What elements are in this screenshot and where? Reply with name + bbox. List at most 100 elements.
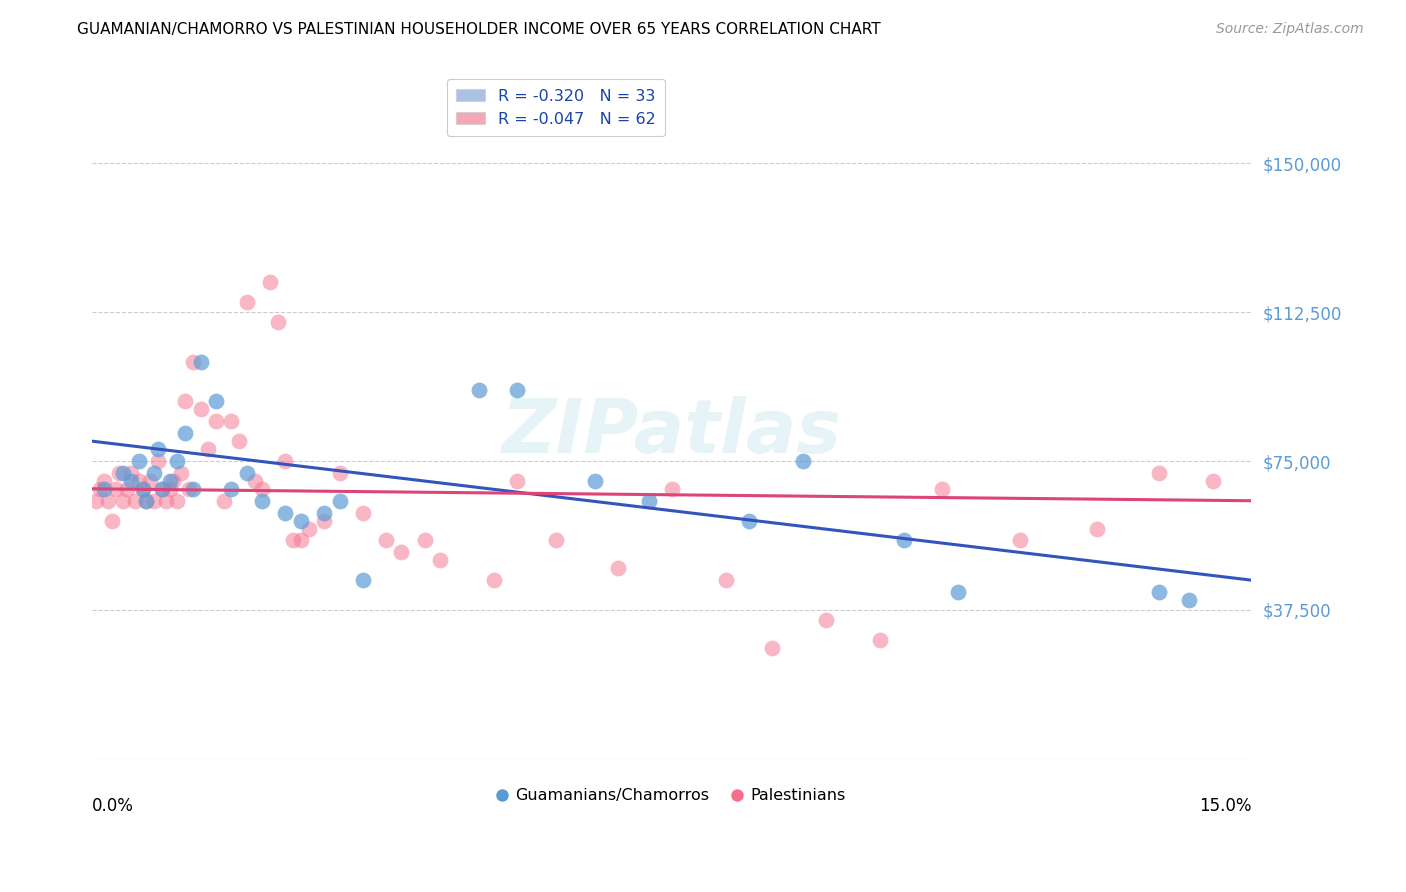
Point: [104, 482, 127, 496]
Point: [236, 295, 259, 310]
Point: [190, 355, 212, 369]
Point: [93, 482, 115, 496]
Point: [174, 426, 197, 441]
Point: [146, 454, 169, 468]
Point: [155, 493, 177, 508]
Point: [267, 315, 290, 329]
Point: [544, 533, 567, 548]
Point: [637, 493, 659, 508]
Point: [150, 482, 173, 496]
Point: [236, 466, 259, 480]
Point: [413, 533, 436, 548]
Point: [243, 474, 266, 488]
Point: [120, 466, 142, 480]
Point: [290, 514, 312, 528]
Text: Source: ZipAtlas.com: Source: ZipAtlas.com: [1216, 22, 1364, 37]
Point: [314, 506, 336, 520]
Point: [506, 383, 529, 397]
Point: [815, 613, 838, 627]
Point: [252, 482, 274, 496]
Point: [259, 276, 281, 290]
Point: [283, 533, 305, 548]
Point: [298, 522, 321, 536]
Point: [162, 474, 184, 488]
Point: [212, 493, 235, 508]
Point: [177, 482, 200, 496]
Point: [738, 514, 761, 528]
Point: [135, 493, 157, 508]
Point: [1201, 474, 1223, 488]
Point: [128, 454, 150, 468]
Point: [89, 482, 111, 496]
Point: [143, 466, 166, 480]
Point: [314, 514, 336, 528]
Point: [84, 493, 107, 508]
Point: [583, 474, 606, 488]
Point: [131, 482, 153, 496]
Text: 15.0%: 15.0%: [1199, 797, 1251, 815]
Point: [146, 442, 169, 457]
Point: [1008, 533, 1031, 548]
Point: [1178, 593, 1201, 607]
Point: [290, 533, 312, 548]
Text: 0.0%: 0.0%: [93, 797, 134, 815]
Point: [139, 474, 162, 488]
Text: ZIPatlas: ZIPatlas: [502, 396, 842, 469]
Point: [252, 493, 274, 508]
Point: [869, 632, 891, 647]
Point: [170, 466, 193, 480]
Point: [329, 493, 352, 508]
Point: [1147, 466, 1170, 480]
Point: [93, 474, 115, 488]
Point: [108, 466, 131, 480]
Point: [482, 573, 505, 587]
Point: [205, 394, 228, 409]
Point: [661, 482, 683, 496]
Point: [181, 482, 204, 496]
Point: [352, 573, 374, 587]
Point: [221, 482, 243, 496]
Point: [100, 514, 122, 528]
Point: [135, 493, 157, 508]
Point: [606, 561, 628, 575]
Point: [159, 482, 181, 496]
Point: [124, 493, 146, 508]
Point: [131, 482, 153, 496]
Point: [197, 442, 219, 457]
Point: [274, 506, 297, 520]
Point: [221, 414, 243, 428]
Point: [190, 402, 212, 417]
Point: [274, 454, 297, 468]
Point: [112, 493, 135, 508]
Point: [181, 355, 204, 369]
Legend: Guamanians/Chamorros, Palestinians: Guamanians/Chamorros, Palestinians: [491, 782, 852, 810]
Point: [429, 553, 451, 567]
Point: [893, 533, 915, 548]
Point: [1085, 522, 1108, 536]
Point: [467, 383, 489, 397]
Point: [166, 454, 188, 468]
Point: [150, 482, 173, 496]
Point: [159, 474, 181, 488]
Text: GUAMANIAN/CHAMORRO VS PALESTINIAN HOUSEHOLDER INCOME OVER 65 YEARS CORRELATION C: GUAMANIAN/CHAMORRO VS PALESTINIAN HOUSEH…: [77, 22, 882, 37]
Point: [329, 466, 352, 480]
Point: [352, 506, 374, 520]
Point: [714, 573, 737, 587]
Point: [374, 533, 396, 548]
Point: [389, 545, 412, 559]
Point: [112, 466, 135, 480]
Point: [128, 474, 150, 488]
Point: [174, 394, 197, 409]
Point: [120, 474, 142, 488]
Point: [931, 482, 953, 496]
Point: [946, 585, 969, 599]
Point: [115, 482, 138, 496]
Point: [228, 434, 250, 449]
Point: [506, 474, 529, 488]
Point: [97, 493, 120, 508]
Point: [166, 493, 188, 508]
Point: [1147, 585, 1170, 599]
Point: [143, 493, 166, 508]
Point: [761, 640, 783, 655]
Point: [205, 414, 228, 428]
